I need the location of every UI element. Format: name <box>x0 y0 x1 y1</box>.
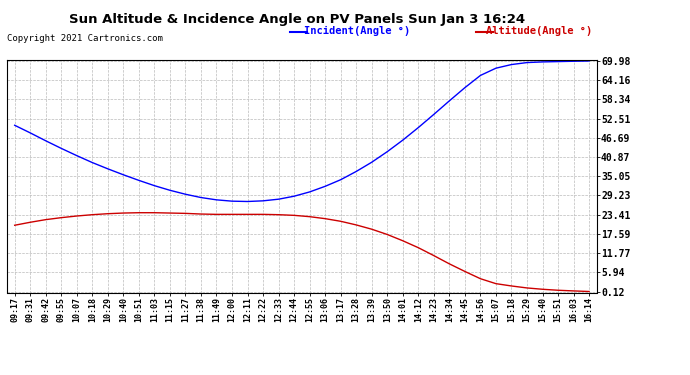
Text: Altitude(Angle °): Altitude(Angle °) <box>486 26 593 36</box>
Text: Sun Altitude & Incidence Angle on PV Panels Sun Jan 3 16:24: Sun Altitude & Incidence Angle on PV Pan… <box>68 13 525 26</box>
Text: Incident(Angle °): Incident(Angle °) <box>304 26 410 36</box>
Text: Copyright 2021 Cartronics.com: Copyright 2021 Cartronics.com <box>7 34 163 43</box>
